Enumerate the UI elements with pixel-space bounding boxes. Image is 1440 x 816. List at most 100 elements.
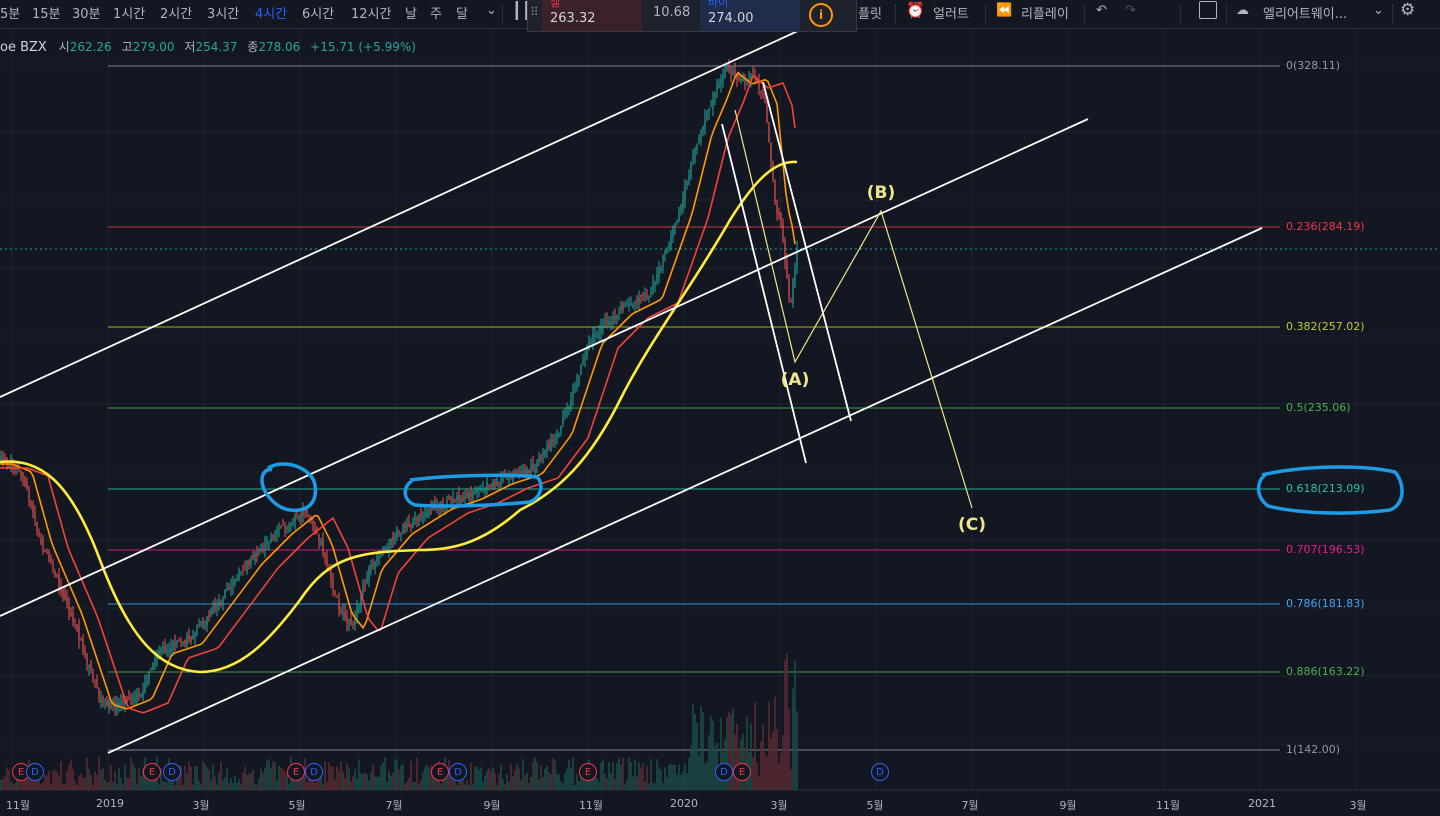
- candle-body: [562, 417, 564, 424]
- dividend-badge[interactable]: D: [26, 763, 44, 781]
- timeframe-button[interactable]: 달: [456, 7, 468, 22]
- volume-bar: [574, 784, 576, 790]
- earnings-badge[interactable]: E: [287, 763, 305, 781]
- volume-bar: [476, 766, 478, 790]
- candle-body: [494, 481, 496, 486]
- candle-body: [566, 410, 568, 413]
- volume-bar: [382, 761, 384, 790]
- symbol-name[interactable]: oe BZX: [0, 40, 47, 55]
- volume-bar: [102, 768, 104, 790]
- undo-icon[interactable]: ↶: [1096, 3, 1107, 18]
- candle-body: [180, 641, 182, 643]
- volume-bar: [622, 757, 624, 790]
- volume-bar: [794, 661, 796, 790]
- fib-level-label: 0.236(284.19): [1286, 220, 1365, 233]
- alert-button[interactable]: 얼러트: [933, 7, 969, 22]
- volume-bar: [364, 772, 366, 790]
- candle-body: [196, 626, 198, 635]
- candle-body: [454, 499, 456, 501]
- dividend-badge[interactable]: D: [871, 763, 889, 781]
- candle-body: [106, 701, 108, 706]
- volume-bar: [656, 759, 658, 790]
- candle-body: [556, 434, 558, 439]
- candle-body: [320, 541, 322, 544]
- timeframe-button[interactable]: 5분: [0, 7, 21, 22]
- timeframe-button[interactable]: 2시간: [160, 7, 193, 22]
- close-value: 278.06: [258, 40, 301, 54]
- volume-bar: [578, 781, 580, 790]
- sell-button[interactable]: 셀 263.32: [542, 0, 642, 31]
- chevron-down-icon[interactable]: ⌄: [486, 3, 497, 18]
- timeframe-button[interactable]: 1시간: [113, 7, 146, 22]
- volume-bar: [414, 782, 416, 790]
- volume-bar: [766, 756, 768, 790]
- close-label: 종: [247, 40, 259, 54]
- volume-bar: [100, 770, 102, 790]
- candle-body: [406, 523, 408, 530]
- candle-body: [772, 162, 774, 180]
- settings-gear-icon[interactable]: ⚙: [1400, 0, 1416, 20]
- candle-style-icon[interactable]: ┃┃: [512, 1, 532, 20]
- ma-mid-line: [0, 74, 796, 714]
- candle-body: [108, 701, 110, 708]
- chevron-down-icon[interactable]: ⌄: [1373, 3, 1384, 18]
- volume-bar: [608, 762, 610, 790]
- drag-handle-icon[interactable]: ⠿: [530, 5, 539, 19]
- timeframe-button[interactable]: 4시간: [255, 7, 288, 22]
- candle-body: [74, 622, 76, 624]
- buy-button[interactable]: 바이 274.00: [700, 0, 800, 31]
- timeframe-button[interactable]: 6시간: [302, 7, 335, 22]
- layout-name-button[interactable]: 엘리어트웨이...: [1263, 7, 1348, 22]
- candle-body: [496, 478, 498, 487]
- volume-bar: [796, 710, 798, 790]
- volume-bar: [518, 767, 520, 790]
- volume-bar: [544, 768, 546, 790]
- candle-body: [228, 588, 230, 590]
- volume-bar: [86, 757, 88, 790]
- timeframe-button[interactable]: 12시간: [351, 7, 392, 22]
- fullscreen-icon[interactable]: [1199, 1, 1217, 19]
- volume-bar: [126, 777, 128, 790]
- volume-bar: [552, 758, 554, 790]
- dividend-badge[interactable]: D: [715, 763, 733, 781]
- timeframe-button[interactable]: 날: [405, 7, 417, 22]
- earnings-badge[interactable]: E: [579, 763, 597, 781]
- redo-icon[interactable]: ↷: [1125, 3, 1136, 18]
- dividend-badge[interactable]: D: [305, 763, 323, 781]
- template-button[interactable]: 플릿: [858, 7, 882, 22]
- candle-body: [462, 499, 464, 501]
- candle-body: [420, 513, 422, 516]
- candle-body: [318, 535, 320, 542]
- earnings-badge[interactable]: E: [431, 763, 449, 781]
- volume-bar: [378, 776, 380, 790]
- info-icon[interactable]: i: [809, 3, 833, 27]
- fib-level-label: 0.382(257.02): [1286, 320, 1365, 333]
- candle-body: [484, 489, 486, 491]
- timeframe-button[interactable]: 15분: [32, 7, 61, 22]
- volume-bar: [342, 772, 344, 790]
- fib-level-label: 0(328.11): [1286, 59, 1341, 72]
- volume-bar: [12, 783, 14, 790]
- candle-body: [254, 553, 256, 561]
- candle-body: [558, 433, 560, 437]
- timeframe-button[interactable]: 주: [430, 7, 442, 22]
- candle-body: [62, 589, 64, 597]
- earnings-badge[interactable]: E: [733, 763, 751, 781]
- replay-button[interactable]: 리플레이: [1021, 7, 1069, 22]
- dividend-badge[interactable]: D: [163, 763, 181, 781]
- volume-bar: [90, 774, 92, 790]
- volume-bar: [490, 772, 492, 790]
- earnings-badge[interactable]: E: [143, 763, 161, 781]
- volume-bar: [104, 779, 106, 790]
- candle-body: [242, 569, 244, 571]
- candle-body: [734, 69, 736, 74]
- volume-bar: [336, 766, 338, 790]
- dividend-badge[interactable]: D: [449, 763, 467, 781]
- divider: [1180, 4, 1181, 24]
- timeframe-button[interactable]: 30분: [72, 7, 101, 22]
- timeframe-button[interactable]: 3시간: [207, 7, 240, 22]
- candle-body: [404, 525, 406, 529]
- volume-bar: [4, 776, 6, 790]
- candle-body: [678, 211, 680, 221]
